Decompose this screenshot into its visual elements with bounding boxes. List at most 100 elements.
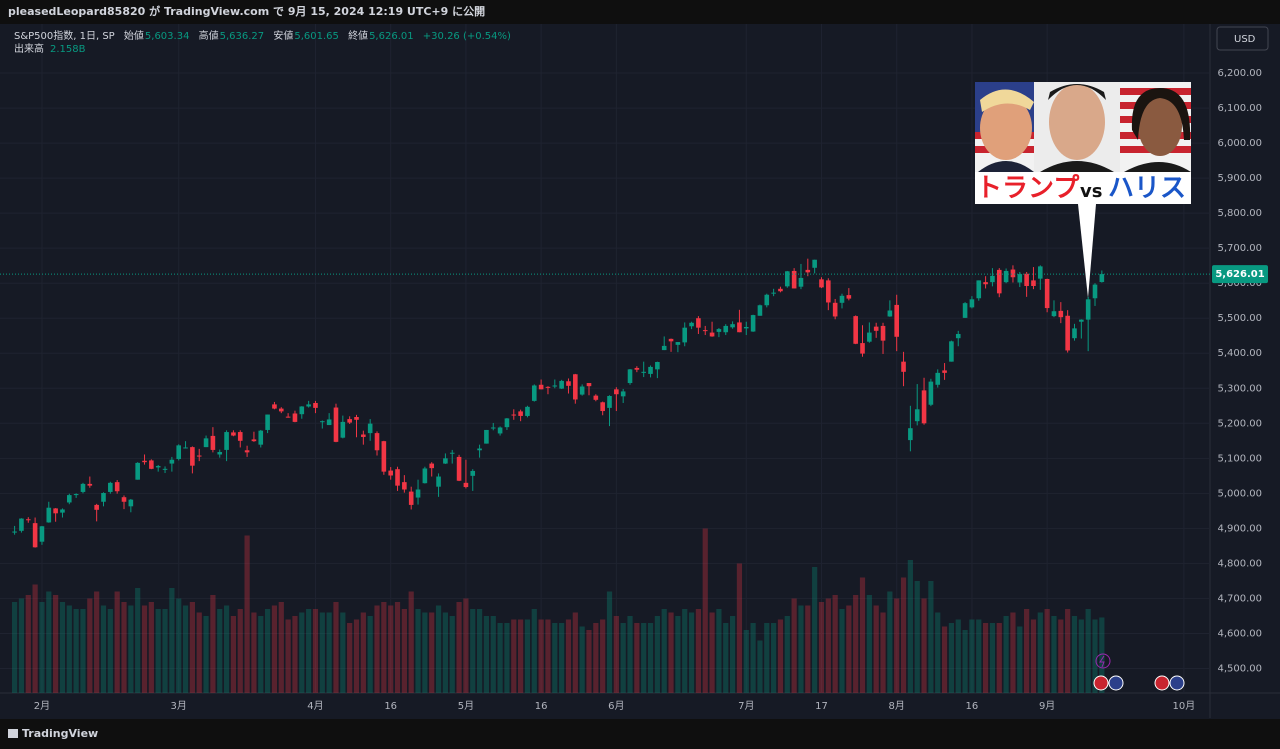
candle-body	[470, 470, 476, 476]
candle-body	[791, 270, 797, 289]
volume-value: 2.158B	[50, 44, 86, 55]
volume-bar	[244, 535, 250, 693]
volume-bar	[299, 612, 305, 693]
currency-box[interactable]	[1216, 26, 1269, 51]
volume-bar	[641, 623, 647, 693]
event-dividend[interactable]	[1095, 653, 1111, 669]
x-tick-label: 4月	[307, 700, 323, 712]
volume-bar	[647, 623, 654, 693]
candle-body	[190, 447, 195, 466]
volume-bar	[422, 612, 428, 693]
volume-bar	[941, 626, 948, 693]
volume-bar	[1092, 619, 1098, 693]
event-economic[interactable]	[1154, 675, 1170, 691]
volume-bar	[634, 623, 640, 693]
volume-bar	[182, 605, 189, 693]
candle-body	[285, 416, 291, 418]
candle-body	[696, 318, 701, 328]
volume-bar	[312, 609, 319, 693]
volume-bar	[716, 609, 722, 693]
suit-right	[1124, 162, 1191, 172]
candle-body	[292, 413, 298, 422]
volume-bar	[169, 588, 175, 693]
candle-body	[39, 526, 45, 542]
suit-center	[1040, 161, 1114, 172]
volume-bar	[73, 609, 79, 693]
candle-body	[1038, 266, 1043, 279]
candle-body	[689, 322, 694, 327]
candle-body	[641, 371, 646, 373]
x-tick-label: 3月	[171, 700, 187, 712]
candle-body	[996, 269, 1002, 294]
candle-body	[67, 495, 72, 503]
volume-bar	[1051, 616, 1057, 693]
volume-bar	[989, 623, 996, 693]
volume-bar	[278, 602, 284, 693]
candle-body	[237, 432, 243, 441]
volume-bar	[230, 616, 237, 693]
logo-mark	[8, 729, 18, 738]
volume-bar	[340, 612, 346, 693]
y-tick-label: 4,600.00	[1217, 628, 1262, 639]
candle-body	[566, 381, 571, 386]
event-economic[interactable]	[1169, 675, 1185, 691]
candle-body	[463, 482, 469, 488]
event-economic[interactable]	[1093, 675, 1109, 691]
candle-body	[497, 427, 503, 434]
volume-bar	[839, 609, 845, 693]
event-economic[interactable]	[1108, 675, 1124, 691]
volume-bar	[463, 598, 469, 693]
candle-body	[531, 385, 537, 401]
y-tick-label: 4,900.00	[1217, 523, 1262, 534]
volume-bar	[326, 612, 332, 693]
volume-bar	[1030, 619, 1037, 693]
y-tick-label: 5,300.00	[1217, 383, 1262, 394]
y-tick-label: 4,800.00	[1217, 558, 1262, 569]
caption-middle: vs	[1080, 181, 1102, 202]
volume-bar	[771, 623, 777, 693]
volume-bar	[490, 616, 496, 693]
candle-body	[1072, 328, 1077, 339]
candle-body	[771, 292, 776, 294]
volume-bar	[996, 623, 1002, 693]
legend-change: +30.26 (+0.54%)	[422, 31, 511, 42]
volume-bar	[962, 630, 968, 693]
candle-body	[94, 504, 99, 510]
candle-body	[819, 279, 824, 288]
caption-left: トランプ	[976, 174, 1080, 204]
volume-bar	[1037, 612, 1043, 693]
volume-bar	[39, 602, 45, 693]
candle-body	[764, 294, 770, 306]
footer-bar	[0, 719, 1280, 749]
candle-body	[196, 455, 202, 457]
volume-bar	[935, 612, 941, 693]
volume-bar	[237, 609, 243, 693]
y-tick-label: 5,500.00	[1217, 313, 1262, 324]
candle-body	[928, 381, 934, 405]
x-tick-label: 5月	[458, 700, 474, 712]
volume-bar	[757, 640, 763, 693]
candle-body	[757, 305, 763, 316]
candle-body	[149, 460, 154, 469]
candle-body	[326, 419, 332, 426]
volume-bar	[87, 598, 93, 693]
candle-body	[716, 329, 722, 332]
volume-bar	[128, 605, 134, 693]
volume-bar	[545, 619, 551, 693]
candle-body	[217, 452, 223, 455]
candle-body	[614, 389, 619, 395]
volume-bar	[176, 598, 182, 693]
event-icons[interactable]	[1093, 653, 1185, 691]
candle-body	[87, 483, 93, 486]
volume-bar	[360, 612, 366, 693]
x-tick-label: 16	[384, 701, 397, 712]
volume-bar	[251, 612, 257, 693]
x-tick-label: 8月	[889, 700, 905, 712]
volume-bar	[265, 609, 271, 693]
hair-center	[1048, 84, 1106, 100]
volume-bar	[367, 616, 373, 693]
volume-bar	[59, 602, 66, 693]
volume-bar	[210, 595, 216, 693]
volume-title: 出来高	[14, 44, 44, 55]
candle-body	[449, 452, 455, 454]
